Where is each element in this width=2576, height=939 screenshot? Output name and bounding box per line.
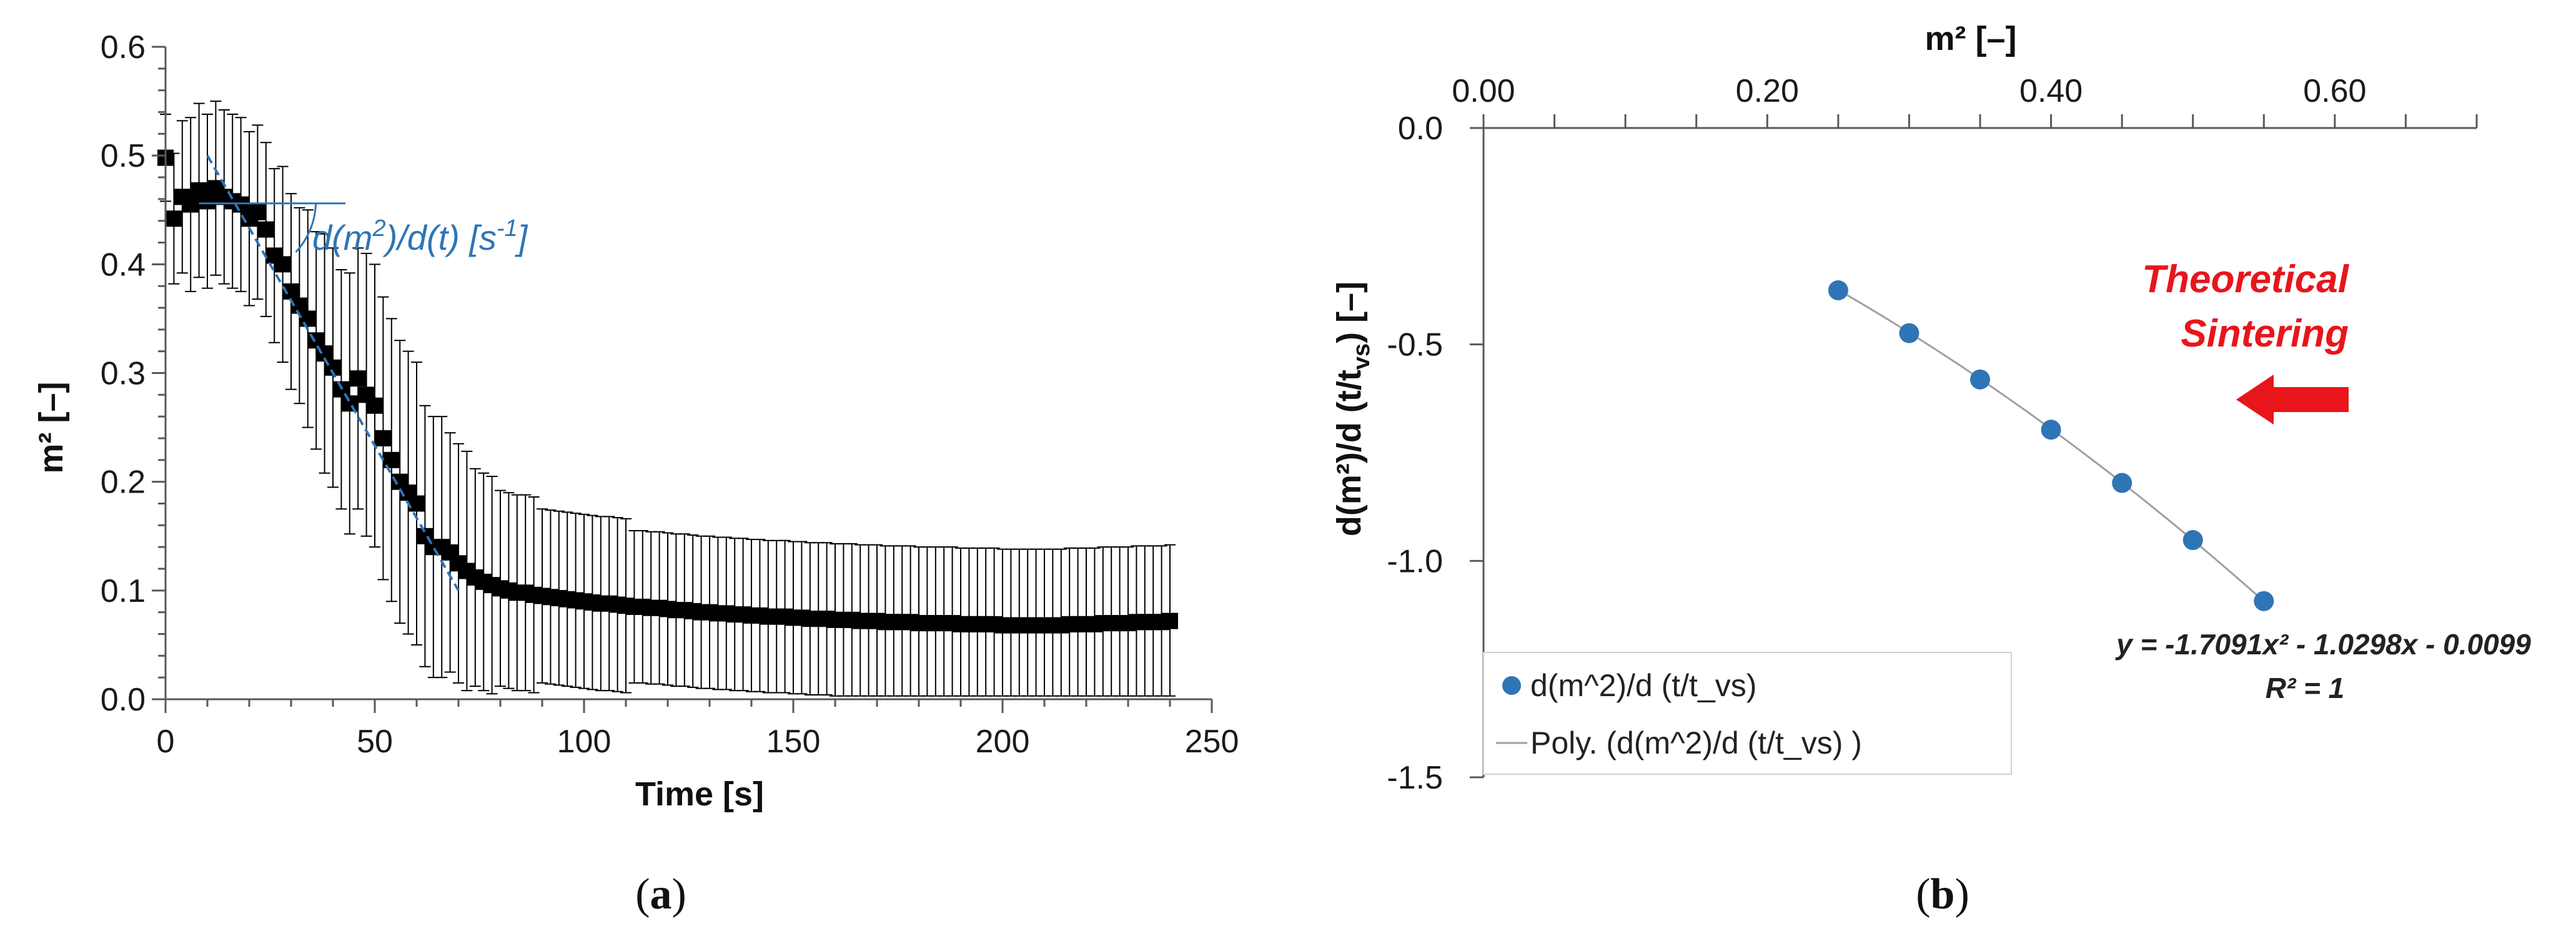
chart-a-y-tick-label: 0.5 (101, 138, 146, 174)
chart-b-x-axis-title: m² [–] (1925, 20, 2017, 57)
chart-b-y-axis-title: d(m²)/d (t/tvs) [–] (1330, 282, 1375, 536)
chart-a-x-tick-label: 0 (157, 724, 175, 760)
chart-b-marker (1899, 323, 1920, 343)
chart-b-y-tick-label: -1.0 (1387, 543, 1443, 579)
chart-a: 0.0 0.1 0.2 0.3 0.4 0.5 0.6 0 50 100 150 200 250 Tim… (32, 29, 1239, 918)
chart-a-axes (152, 46, 1213, 713)
chart-b-x-tick-label: 0.40 (2019, 73, 2083, 109)
chart-a-x-tick-label: 150 (766, 724, 821, 760)
chart-a-marker (341, 395, 358, 412)
chart-b-markers (1828, 280, 2274, 611)
chart-a-markers (157, 149, 1178, 634)
chart-a-x-tick-label: 50 (357, 724, 393, 760)
theoretical-label: Theoretical (2142, 258, 2350, 301)
chart-a-marker (375, 430, 392, 446)
chart-a-y-tick-label: 0.6 (101, 29, 146, 66)
chart-a-marker (409, 495, 425, 512)
chart-b-marker (2041, 420, 2061, 440)
chart-a-x-tick-label: 250 (1185, 724, 1239, 760)
chart-b: 0.00 0.20 0.40 0.60 0.0 -0.5 -1.0 -1.5 m² [–] d… (1330, 20, 2531, 918)
chart-b-y-tick-label: -0.5 (1387, 327, 1443, 363)
chart-a-marker (367, 397, 383, 414)
chart-b-x-tick-label: 0.60 (2303, 73, 2366, 109)
chart-a-tangent-line (206, 155, 460, 591)
chart-a-tangent-group (199, 155, 460, 591)
chart-a-marker (182, 196, 199, 213)
chart-a-angle-arc (295, 203, 317, 253)
chart-a-y-tick-label: 0.0 (101, 682, 146, 718)
chart-a-y-tick-label: 0.1 (101, 573, 146, 609)
chart-a-y-axis-title: m² [–] (32, 382, 70, 474)
chart-b-legend: d(m^2)/d (t/t_vs) Poly. (d(m^2)/d (t/t_v… (1483, 652, 2012, 775)
chart-a-y-tick-label: 0.3 (101, 356, 146, 392)
panel-label-a: (a) (635, 870, 686, 918)
chart-b-x-tick-label: 0.20 (1736, 73, 1799, 109)
legend-label-trendline: Poly. (d(m^2)/d (t/t_vs) ) (1530, 725, 1862, 760)
chart-a-marker (257, 221, 274, 238)
chart-b-tick-labels: 0.00 0.20 0.40 0.60 0.0 -0.5 -1.0 -1.5 (1387, 73, 2366, 796)
chart-a-slope-annotation: d(m2)/d(t) [s-1] (312, 215, 528, 257)
chart-b-y-tick-label: -1.5 (1387, 760, 1443, 796)
trendline-equation: y = -1.7091x² - 1.0298x - 0.0099 (2115, 628, 2531, 661)
chart-a-marker (166, 210, 182, 227)
chart-b-marker (2182, 530, 2203, 551)
chart-b-marker (1970, 369, 1990, 390)
chart-b-x-tick-label: 0.00 (1452, 73, 1515, 109)
chart-a-marker (274, 256, 291, 273)
chart-b-marker (1828, 280, 1848, 300)
panel-label-b: (b) (1916, 870, 1969, 918)
chart-a-x-tick-label: 200 (976, 724, 1030, 760)
chart-a-marker (249, 204, 266, 220)
chart-a-x-axis-title: Time [s] (635, 775, 764, 813)
legend-label-series: d(m^2)/d (t/t_vs) (1530, 668, 1756, 703)
chart-a-marker (350, 370, 367, 387)
chart-b-marker (2112, 473, 2133, 493)
chart-a-x-tick-label: 100 (557, 724, 612, 760)
chart-b-y-tick-label: 0.0 (1398, 111, 1443, 147)
chart-a-y-tick-label: 0.2 (101, 465, 146, 501)
legend-marker-dot (1502, 676, 1521, 695)
left-arrow-icon (2236, 375, 2349, 425)
chart-a-y-tick-label: 0.4 (101, 247, 146, 283)
legend-box (1483, 652, 2012, 775)
chart-a-marker (1162, 612, 1178, 629)
trendline-r-squared: R² = 1 (2266, 672, 2345, 704)
chart-b-marker (2254, 591, 2274, 611)
chart-a-marker (299, 310, 316, 327)
sintering-label: Sintering (2181, 312, 2349, 355)
chart-a-tick-labels: 0.0 0.1 0.2 0.3 0.4 0.5 0.6 0 50 100 150 200 250 (101, 29, 1239, 760)
